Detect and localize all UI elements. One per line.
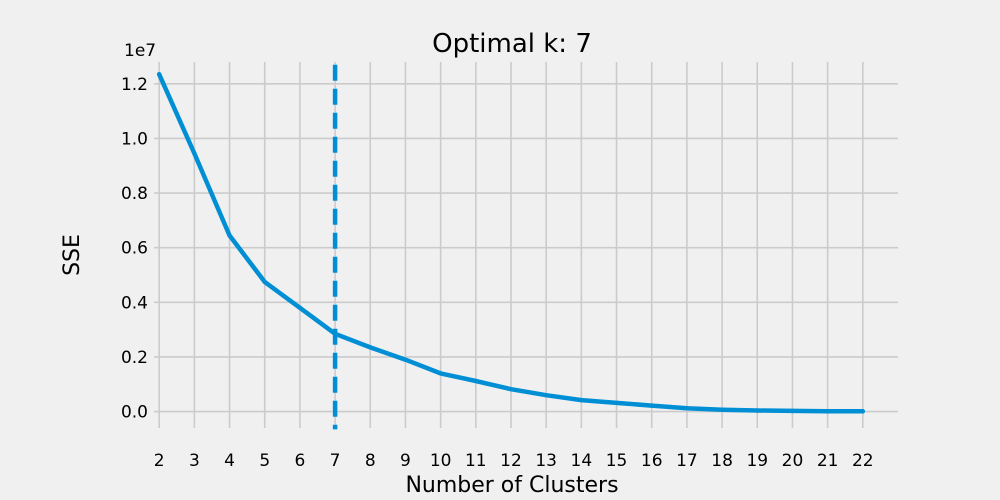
x-axis-label: Number of Clusters xyxy=(405,473,618,498)
x-tick-label: 8 xyxy=(365,451,376,471)
x-tick-label: 13 xyxy=(535,451,557,471)
y-tick-label: 0.2 xyxy=(121,348,148,368)
x-tick-label: 15 xyxy=(606,451,628,471)
y-tick-label: 1.2 xyxy=(121,75,148,95)
y-tick-labels: 0.0 0.2 0.4 0.6 0.8 1.0 1.2 xyxy=(121,75,148,423)
sse-point xyxy=(403,357,408,362)
x-tick-label: 5 xyxy=(259,451,270,471)
series-layer xyxy=(156,72,866,414)
y-axis-offset-label: 1e7 xyxy=(124,41,156,61)
chart-title: Optimal k: 7 xyxy=(432,29,592,59)
sse-point xyxy=(473,378,479,384)
sse-point xyxy=(438,371,443,376)
sse-point xyxy=(614,400,619,406)
y-axis-label: SSE xyxy=(60,234,85,276)
x-tick-label: 17 xyxy=(676,451,698,471)
x-tick-label: 21 xyxy=(817,451,839,471)
sse-point xyxy=(227,233,232,238)
x-tick-label: 2 xyxy=(154,451,165,471)
sse-point xyxy=(156,72,162,77)
y-tick-label: 0.4 xyxy=(121,293,148,313)
x-tick-label: 16 xyxy=(641,451,663,471)
x-tick-labels: 2 3 4 5 6 7 8 9 10 11 12 13 14 15 16 17 18 19 20 21 22 xyxy=(154,451,874,471)
sse-point xyxy=(192,151,197,156)
sse-point xyxy=(684,406,690,411)
sse-point xyxy=(332,331,338,336)
x-tick-label: 18 xyxy=(711,451,733,471)
x-gridlines xyxy=(158,62,864,428)
x-tick-label: 19 xyxy=(746,451,768,471)
x-tick-label: 7 xyxy=(330,451,341,471)
sse-point xyxy=(755,408,760,413)
x-tick-label: 6 xyxy=(294,451,305,471)
y-tick-label: 0.0 xyxy=(121,403,148,423)
sse-point xyxy=(649,403,654,408)
x-tick-label: 9 xyxy=(400,451,411,471)
sse-point xyxy=(262,279,267,285)
sse-point xyxy=(543,393,549,398)
x-tick-label: 12 xyxy=(500,451,522,471)
x-tick-label: 22 xyxy=(852,451,874,471)
y-tick-label: 0.8 xyxy=(121,184,148,204)
sse-point xyxy=(860,409,866,414)
sse-point xyxy=(579,397,584,403)
sse-point xyxy=(719,407,725,412)
x-tick-label: 11 xyxy=(465,451,487,471)
sse-point xyxy=(508,387,514,392)
x-tick-label: 14 xyxy=(571,451,593,471)
sse-point xyxy=(790,408,795,414)
x-tick-label: 4 xyxy=(224,451,235,471)
sse-point xyxy=(297,305,303,311)
y-tick-label: 1.0 xyxy=(121,129,148,149)
x-tick-label: 20 xyxy=(782,451,804,471)
x-tick-label: 10 xyxy=(430,451,452,471)
x-tick-label: 3 xyxy=(189,451,200,471)
sse-point xyxy=(825,409,830,414)
y-tick-label: 0.6 xyxy=(121,239,148,259)
sse-point xyxy=(368,345,373,350)
